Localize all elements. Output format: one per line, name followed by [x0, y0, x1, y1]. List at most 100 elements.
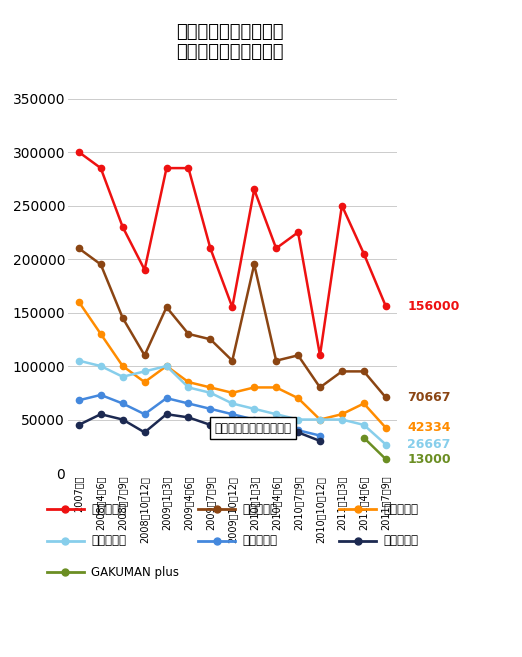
小学六年生: [141, 428, 148, 436]
小学一年生: [339, 202, 345, 210]
小学六年生: [251, 424, 257, 432]
小学三年生: [163, 362, 170, 370]
小学五年生: [163, 394, 170, 402]
小学一年生: [229, 304, 235, 311]
小学二年生: [295, 351, 301, 359]
Line: 小学一年生: 小学一年生: [76, 149, 389, 359]
小学二年生: [120, 314, 126, 322]
Line: 小学五年生: 小学五年生: [76, 392, 323, 439]
小学一年生: [163, 164, 170, 172]
Line: GAKUMAN plus: GAKUMAN plus: [361, 435, 389, 463]
小学二年生: [273, 357, 279, 365]
小学四年生: [273, 410, 279, 418]
小学六年生: [317, 437, 323, 445]
小学三年生: [207, 384, 213, 392]
Text: 小学三年生: 小学三年生: [384, 503, 419, 516]
小学一年生: [141, 266, 148, 274]
小学五年生: [273, 416, 279, 424]
小学三年生: [339, 410, 345, 418]
Text: 小学五年生: 小学五年生: [243, 534, 278, 547]
Text: 小学四年生: 小学四年生: [91, 534, 126, 547]
Line: 小学三年生: 小学三年生: [76, 299, 389, 431]
小学三年生: [98, 330, 104, 338]
Text: 26667: 26667: [407, 438, 450, 451]
Text: 70667: 70667: [407, 391, 450, 404]
小学二年生: [229, 357, 235, 365]
小学二年生: [163, 304, 170, 311]
小学二年生: [141, 351, 148, 359]
Text: 小学五年生・六年生休刊: 小学五年生・六年生休刊: [215, 422, 292, 434]
小学二年生: [185, 330, 192, 338]
小学一年生: [120, 223, 126, 231]
小学四年生: [317, 416, 323, 424]
小学一年生: [76, 148, 82, 156]
小学二年生: [339, 367, 345, 375]
小学六年生: [273, 424, 279, 432]
小学六年生: [229, 426, 235, 434]
Text: 小学一年生: 小学一年生: [91, 503, 126, 516]
小学一年生: [98, 164, 104, 172]
小学一年生: [207, 244, 213, 252]
小学二年生: [383, 394, 389, 401]
小学五年生: [207, 405, 213, 413]
小学六年生: [98, 410, 104, 418]
小学六年生: [76, 421, 82, 429]
小学五年生: [317, 432, 323, 440]
Text: 13000: 13000: [407, 453, 451, 466]
小学四年生: [361, 421, 367, 429]
小学四年生: [120, 373, 126, 380]
小学六年生: [120, 416, 126, 424]
Line: 小学二年生: 小学二年生: [76, 245, 389, 401]
小学四年生: [163, 362, 170, 370]
小学五年生: [76, 396, 82, 404]
小学四年生: [185, 384, 192, 392]
小学二年生: [361, 367, 367, 375]
Text: 42334: 42334: [407, 421, 450, 434]
小学四年生: [76, 357, 82, 365]
Text: 小学一年生～六年生の: 小学一年生～六年生の: [176, 23, 283, 41]
小学六年生: [295, 428, 301, 436]
小学一年生: [383, 302, 389, 310]
GAKUMAN plus: [383, 455, 389, 463]
小学六年生: [185, 413, 192, 421]
小学四年生: [251, 405, 257, 413]
Text: GAKUMAN plus: GAKUMAN plus: [91, 566, 180, 579]
小学五年生: [141, 410, 148, 418]
小学二年生: [76, 244, 82, 252]
小学三年生: [361, 399, 367, 407]
小学五年生: [185, 399, 192, 407]
小学三年生: [120, 362, 126, 370]
小学三年生: [141, 378, 148, 386]
小学三年生: [185, 378, 192, 386]
小学三年生: [251, 384, 257, 392]
小学五年生: [229, 410, 235, 418]
Text: 156000: 156000: [407, 300, 459, 313]
小学四年生: [141, 367, 148, 375]
小学三年生: [317, 416, 323, 424]
小学二年生: [98, 260, 104, 268]
GAKUMAN plus: [361, 434, 367, 442]
Line: 小学四年生: 小学四年生: [76, 357, 389, 447]
小学二年生: [207, 335, 213, 343]
小学三年生: [295, 394, 301, 402]
小学一年生: [361, 250, 367, 258]
小学五年生: [120, 399, 126, 407]
小学四年生: [383, 441, 389, 449]
小学四年生: [207, 389, 213, 397]
Text: 小学六年生: 小学六年生: [384, 534, 419, 547]
小学一年生: [317, 351, 323, 359]
小学二年生: [317, 384, 323, 392]
Text: 印刷証明付き部数推移: 印刷証明付き部数推移: [176, 43, 283, 60]
小学一年生: [251, 185, 257, 193]
小学四年生: [98, 362, 104, 370]
Text: 小学二年生: 小学二年生: [243, 503, 278, 516]
小学五年生: [295, 426, 301, 434]
小学四年生: [339, 416, 345, 424]
小学三年生: [273, 384, 279, 392]
小学二年生: [251, 260, 257, 268]
Line: 小学六年生: 小学六年生: [76, 411, 323, 444]
小学六年生: [163, 410, 170, 418]
小学一年生: [273, 244, 279, 252]
小学四年生: [295, 416, 301, 424]
小学三年生: [383, 424, 389, 432]
